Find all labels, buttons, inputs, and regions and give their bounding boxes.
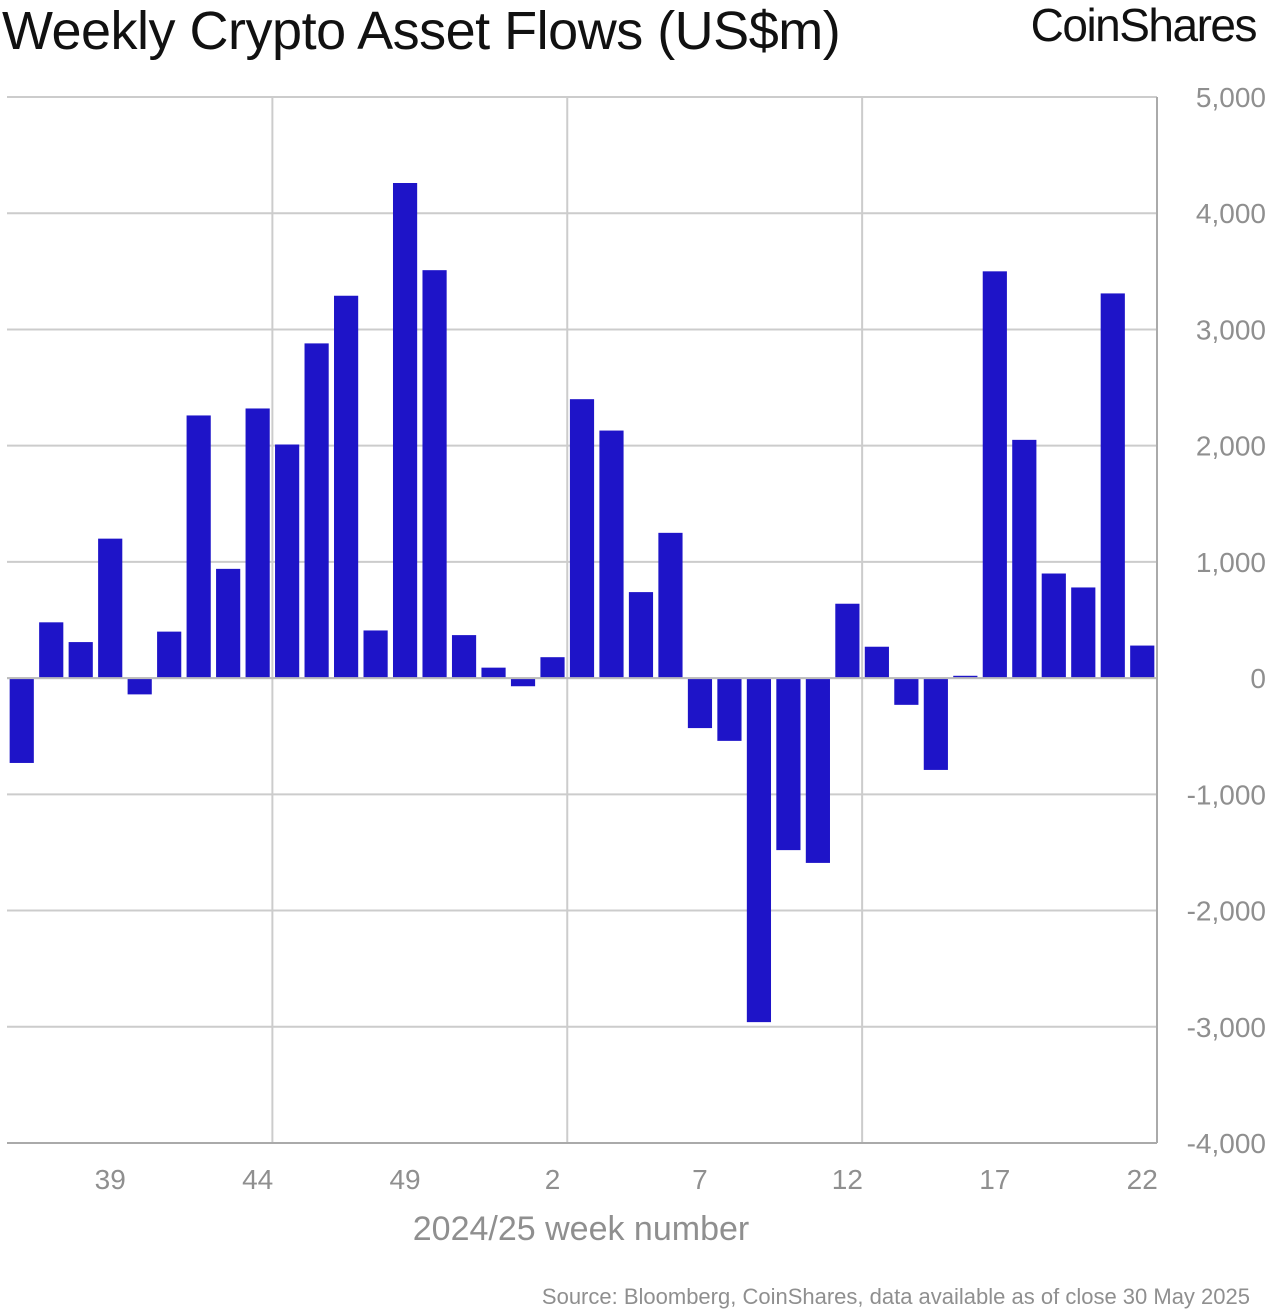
bar-week-42 bbox=[186, 415, 211, 679]
bars bbox=[9, 183, 1155, 1023]
bar-week-38 bbox=[68, 642, 93, 679]
y-tick-label: -1,000 bbox=[1187, 779, 1266, 810]
bar-week-40 bbox=[127, 678, 152, 695]
bar-week-13 bbox=[864, 646, 889, 679]
y-tick-label: -3,000 bbox=[1187, 1012, 1266, 1043]
bar-week-1 bbox=[510, 678, 536, 687]
bar-week-48 bbox=[363, 630, 388, 679]
y-tick-label: 1,000 bbox=[1196, 547, 1266, 578]
bar-week-41 bbox=[157, 631, 182, 679]
bar-week-22 bbox=[1130, 645, 1155, 679]
bar-week-4 bbox=[599, 430, 624, 679]
bar-week-21 bbox=[1100, 293, 1125, 679]
bar-week-51 bbox=[451, 635, 477, 679]
x-tick-label: 7 bbox=[692, 1164, 708, 1195]
bar-week-43 bbox=[216, 568, 241, 679]
bar-week-37 bbox=[39, 622, 64, 679]
bar-week-20 bbox=[1071, 587, 1096, 679]
source-note: Source: Bloomberg, CoinShares, data avai… bbox=[541, 1284, 1250, 1309]
y-tick-label: -2,000 bbox=[1187, 896, 1266, 927]
bar-week-14 bbox=[894, 678, 919, 705]
bar-week-17 bbox=[982, 271, 1007, 679]
bar-week-6 bbox=[658, 532, 683, 679]
y-tick-labels: 5,000 4,000 3,000 2,000 1,000 0 -1,000 -2,000 -3… bbox=[1187, 82, 1266, 1159]
bar-week-45 bbox=[275, 444, 300, 679]
bar-week-9 bbox=[746, 678, 772, 1023]
bar-week-11 bbox=[805, 678, 830, 863]
bar-week-39 bbox=[98, 538, 123, 679]
bar-week-16 bbox=[953, 675, 978, 679]
x-tick-label: 22 bbox=[1127, 1164, 1158, 1195]
bar-week-49 bbox=[392, 183, 418, 679]
y-tick-label: 2,000 bbox=[1196, 431, 1266, 462]
bar-week-47 bbox=[334, 295, 359, 679]
bar-week-12 bbox=[835, 603, 860, 679]
x-tick-label: 49 bbox=[389, 1164, 420, 1195]
bar-week-8 bbox=[717, 678, 742, 741]
y-tick-label: 3,000 bbox=[1196, 314, 1266, 345]
bar-week-19 bbox=[1041, 573, 1066, 679]
chart-title: Weekly Crypto Asset Flows (US$m) bbox=[2, 1, 841, 61]
y-tick-label: 5,000 bbox=[1196, 82, 1266, 113]
x-tick-label: 17 bbox=[979, 1164, 1010, 1195]
bar-week-10 bbox=[776, 678, 801, 851]
bar-week-50 bbox=[422, 270, 447, 679]
x-tick-label: 44 bbox=[242, 1164, 273, 1195]
bar-week-52 bbox=[481, 667, 506, 679]
y-tick-label: 4,000 bbox=[1196, 198, 1266, 229]
bar-week-3 bbox=[569, 399, 595, 679]
bar-week-46 bbox=[304, 343, 329, 679]
x-tick-label: 39 bbox=[95, 1164, 126, 1195]
coinshares-logo: CoinShares bbox=[1030, 0, 1258, 51]
bar-week-44 bbox=[245, 408, 270, 679]
bar-week-18 bbox=[1012, 439, 1037, 679]
bar-week-15 bbox=[923, 678, 948, 770]
axes bbox=[7, 97, 1158, 1144]
bar-week-2 bbox=[540, 657, 565, 679]
x-tick-label: 2 bbox=[545, 1164, 561, 1195]
x-tick-label: 12 bbox=[832, 1164, 863, 1195]
x-tick-labels: 39 44 49 2 7 12 17 22 bbox=[95, 1164, 1158, 1195]
y-tick-label: -4,000 bbox=[1187, 1128, 1266, 1159]
bar-week-36 bbox=[9, 678, 34, 763]
bar-week-5 bbox=[628, 592, 654, 679]
y-tick-label: 0 bbox=[1250, 663, 1266, 694]
bar-week-7 bbox=[687, 678, 713, 729]
x-axis-label: 2024/25 week number bbox=[413, 1210, 749, 1248]
